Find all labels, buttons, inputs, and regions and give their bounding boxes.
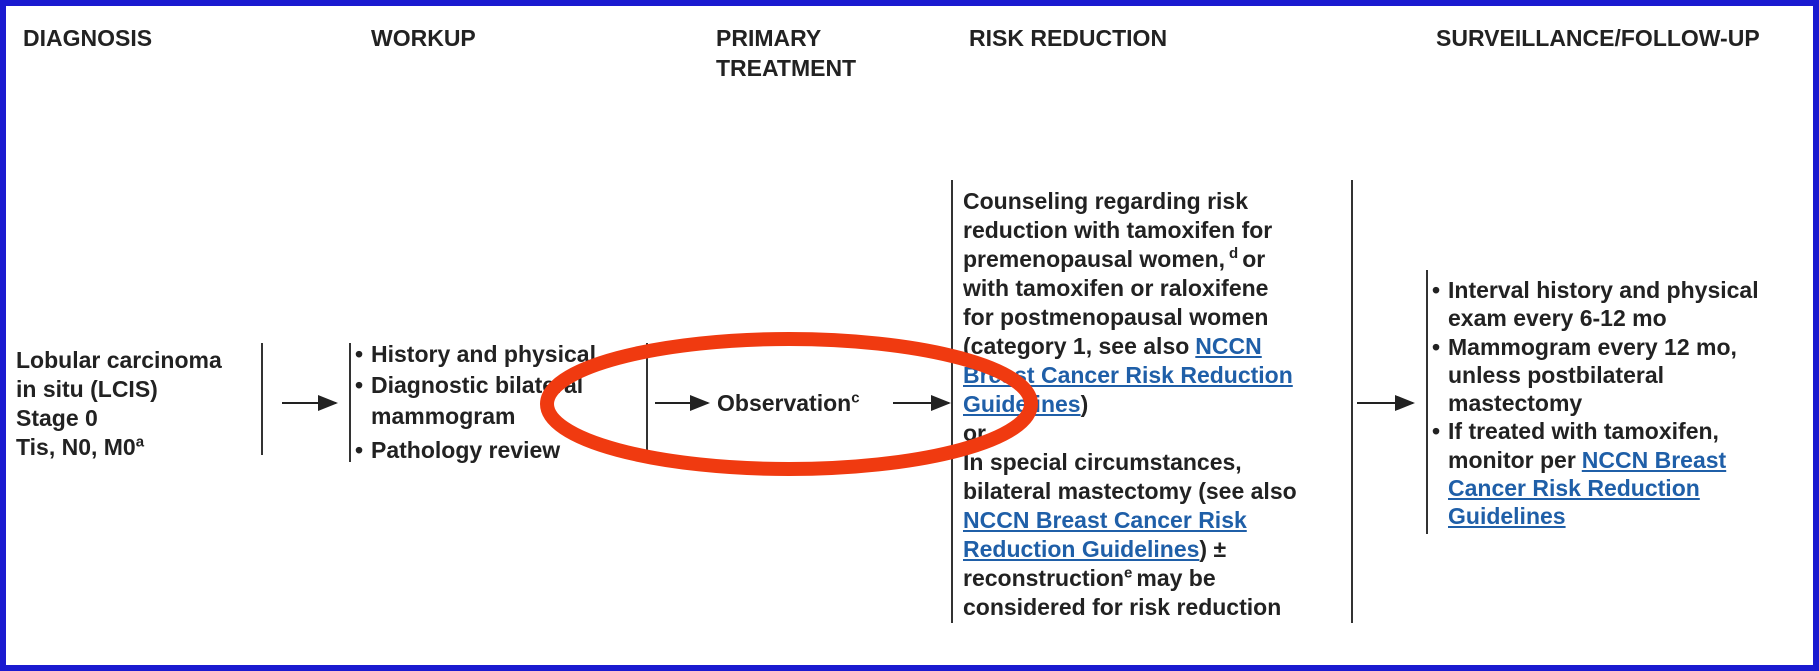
risk-line: (category 1, see also NCCN — [963, 332, 1262, 360]
header: PRIMARY — [716, 25, 822, 51]
workup-item: Pathology review — [355, 436, 560, 464]
text: Observation — [717, 390, 852, 416]
text: premenopausal women, — [963, 246, 1226, 272]
content: DIAGNOSIS WORKUP PRIMARY TREATMENT RISK … — [6, 6, 1813, 665]
divider — [951, 180, 953, 623]
risk-line: for postmenopausal women — [963, 304, 1269, 330]
risk-line: premenopausal women, d or — [963, 245, 1265, 273]
surveillance-line: unless postbilateral — [1448, 362, 1665, 388]
highlight-oval — [540, 332, 1038, 476]
text: ) ± — [1199, 536, 1227, 562]
risk-line: considered for risk reduction — [963, 594, 1282, 620]
header: RISK REDUCTION — [969, 25, 1168, 51]
diagnosis-line: in situ (LCIS) — [16, 376, 158, 402]
link[interactable]: NCCN Breast — [1581, 447, 1727, 473]
link[interactable]: NCCN Breast Cancer Risk — [963, 507, 1247, 533]
diagnosis-line: Lobular carcinoma — [16, 347, 222, 373]
header: TREATMENT — [716, 55, 857, 81]
risk-line: Counseling regarding risk — [963, 188, 1248, 214]
surveillance-item: If treated with tamoxifen, — [1432, 417, 1719, 445]
text: Tis, N0, M0 — [16, 434, 136, 460]
risk-line: bilateral mastectomy (see also — [963, 478, 1297, 504]
text: or — [1242, 246, 1266, 272]
text: reconstruction — [963, 565, 1125, 591]
text: (category 1, see also — [963, 333, 1190, 359]
footnote: a — [135, 433, 145, 451]
workup-line: mammogram — [371, 403, 516, 429]
divider — [1351, 180, 1353, 623]
surveillance-item: Mammogram every 12 mo, — [1432, 333, 1737, 361]
surveillance-line: monitor per NCCN Breast — [1448, 446, 1726, 474]
surveillance-line: exam every 6-12 mo — [1448, 305, 1667, 331]
risk-line: with tamoxifen or raloxifene — [963, 275, 1269, 301]
workup-item: History and physical — [355, 340, 596, 368]
link[interactable]: Cancer Risk Reduction — [1448, 475, 1700, 501]
divider — [261, 343, 263, 455]
diagnosis-line: Stage 0 — [16, 405, 98, 431]
primary-treatment: Observationc — [717, 389, 860, 417]
link[interactable]: Reduction Guidelines — [963, 536, 1200, 562]
risk-line: reduction with tamoxifen for — [963, 217, 1273, 243]
header: WORKUP — [371, 25, 476, 51]
link[interactable]: NCCN — [1195, 333, 1262, 359]
risk-line: reconstructione may be — [963, 564, 1216, 592]
highlight-layer — [540, 332, 1038, 476]
divider — [349, 343, 351, 462]
footnote: c — [851, 389, 860, 407]
surveillance-line: mastectomy — [1448, 390, 1583, 416]
risk-line: In special circumstances, — [963, 449, 1242, 475]
text: monitor per — [1448, 447, 1576, 473]
divider — [646, 343, 648, 455]
footnote: d — [1229, 245, 1239, 263]
divider — [1426, 270, 1428, 534]
header: SURVEILLANCE/FOLLOW-UP — [1436, 25, 1760, 51]
surveillance-item: Interval history and physical — [1432, 276, 1759, 304]
connectors — [282, 395, 1415, 411]
diagnosis-line: Tis, N0, M0a — [16, 433, 144, 461]
footnote: e — [1124, 564, 1133, 582]
link[interactable]: Guidelines — [1448, 503, 1566, 529]
text: may be — [1136, 565, 1216, 591]
risk-line: Reduction Guidelines) ± — [963, 535, 1226, 563]
text: ) — [1080, 391, 1089, 417]
header: DIAGNOSIS — [23, 25, 153, 51]
